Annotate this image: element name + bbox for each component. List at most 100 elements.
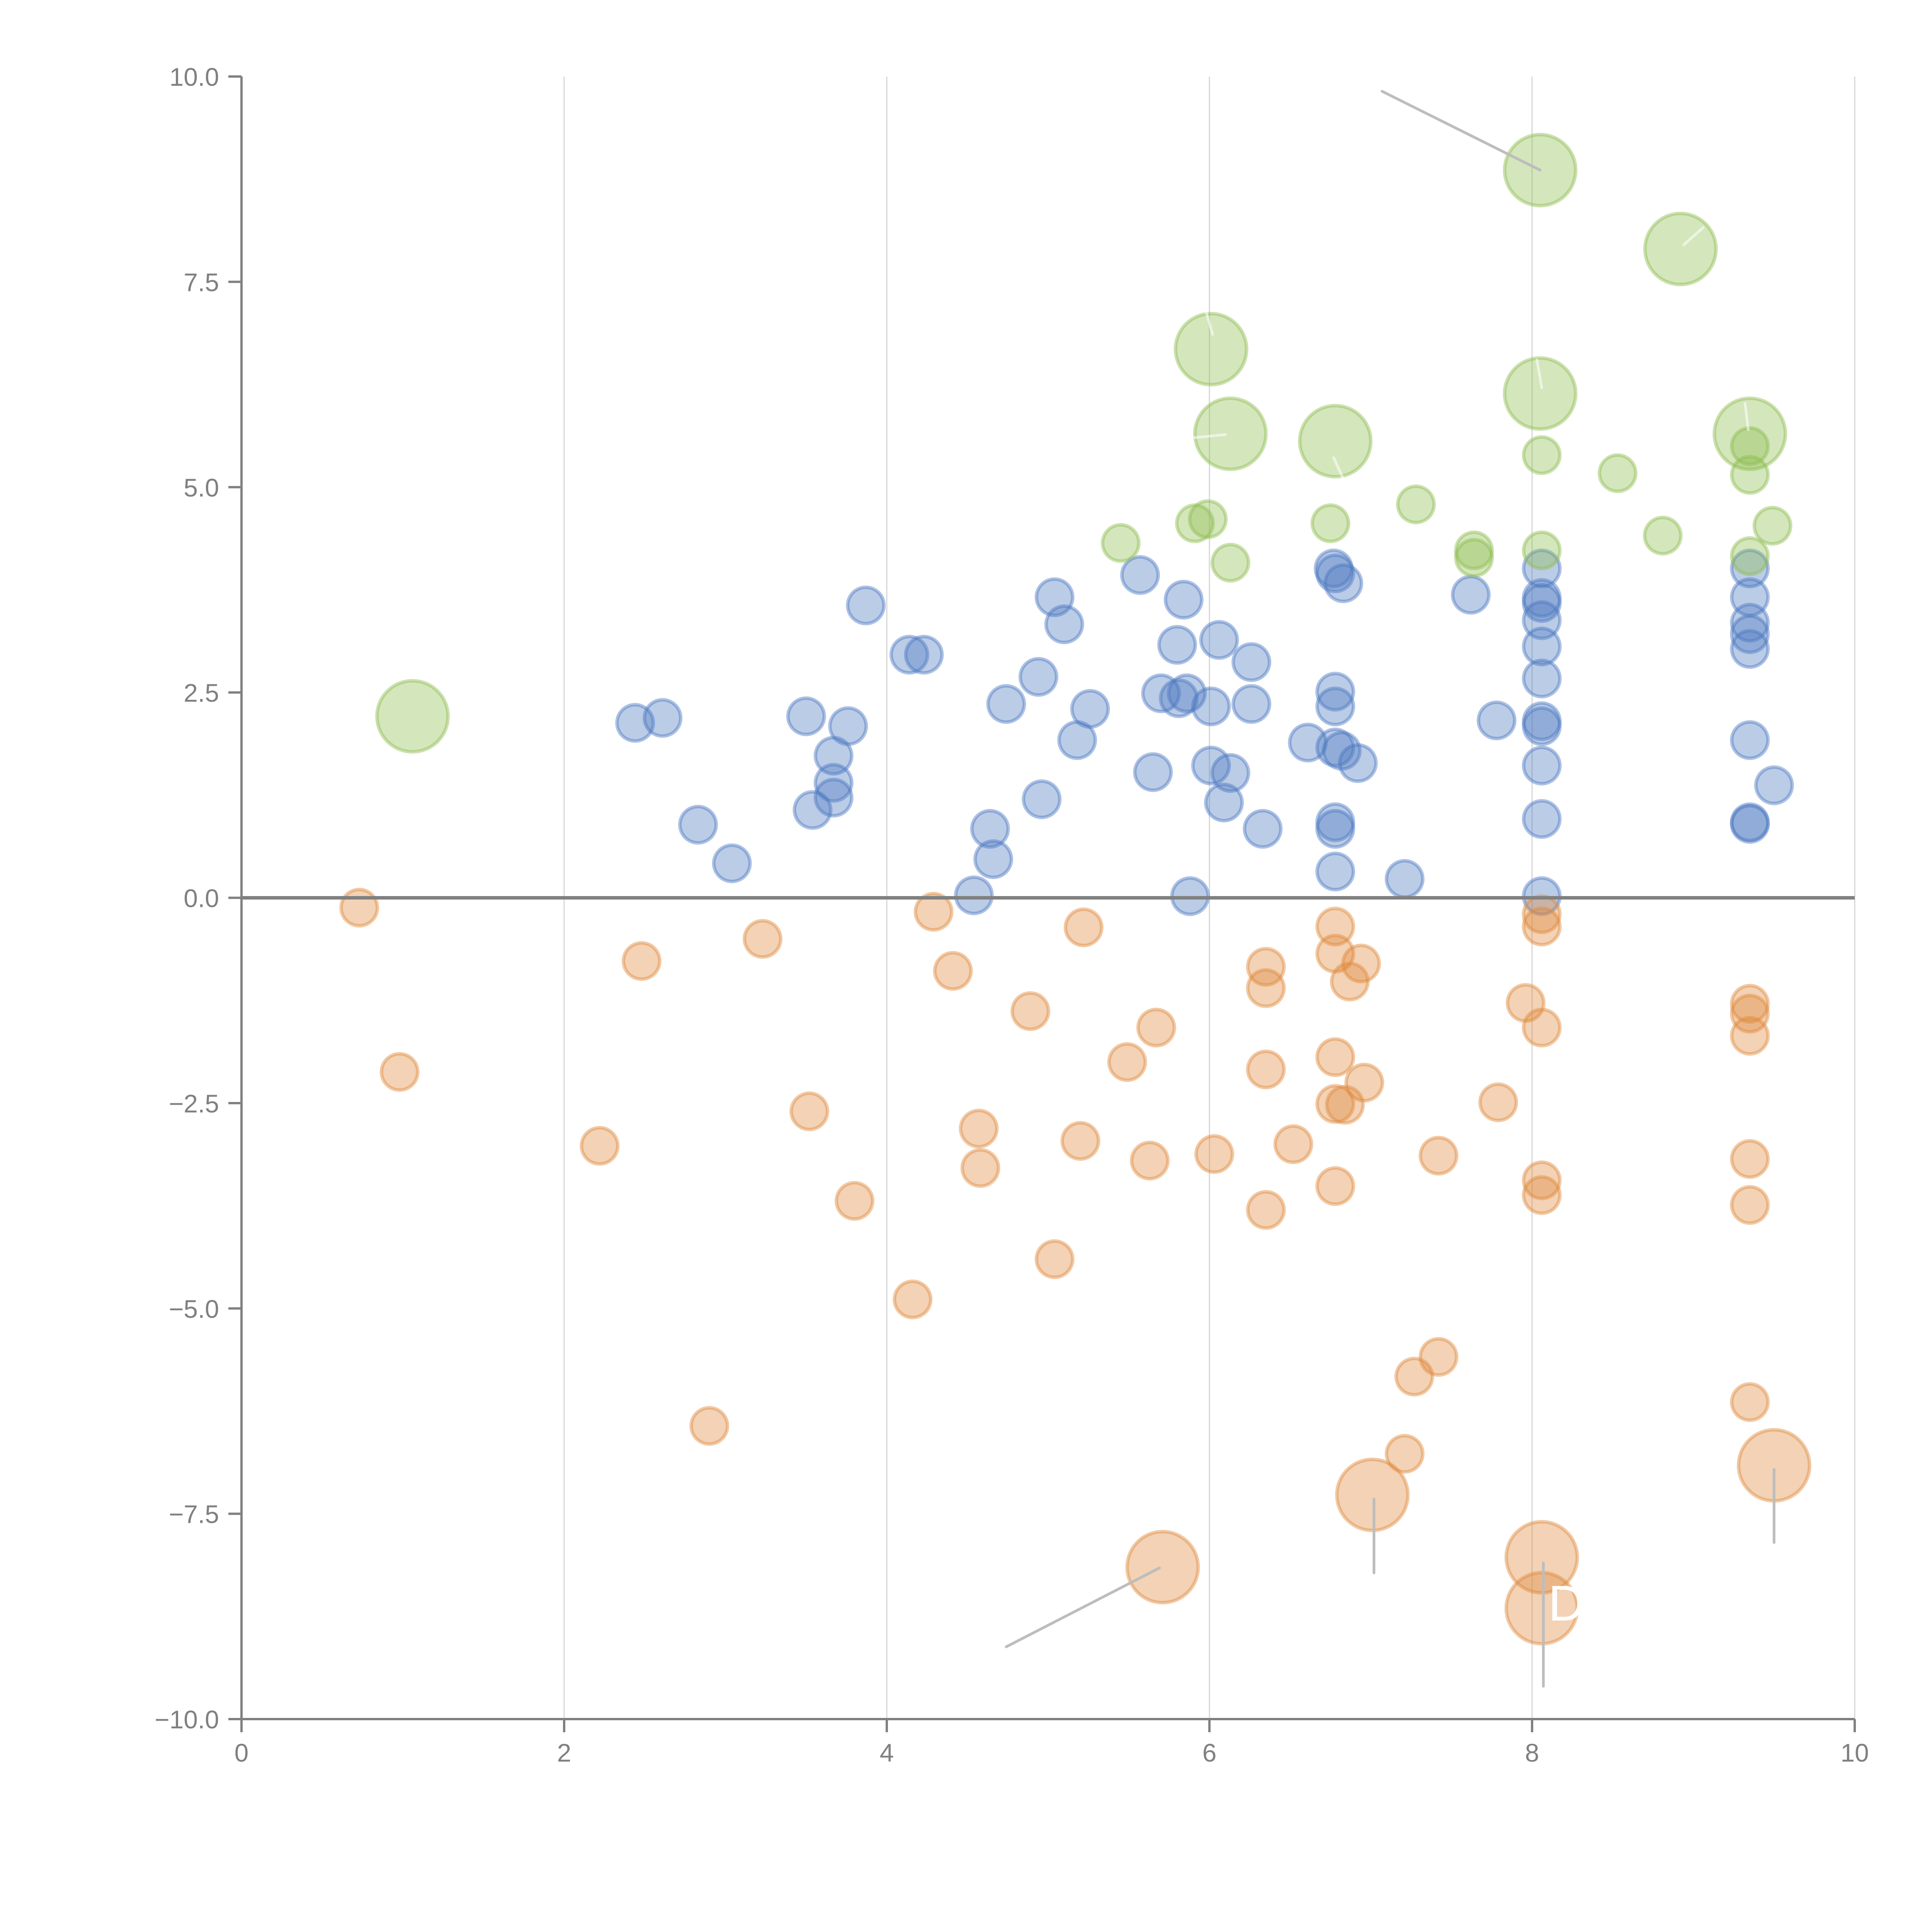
bubble-orange[interactable] [689, 1406, 730, 1446]
bubble-orange[interactable] [960, 1148, 1000, 1188]
bubble-blue[interactable] [1141, 673, 1181, 713]
bubble-blue[interactable] [813, 763, 854, 803]
bubble-green[interactable] [1396, 484, 1436, 524]
bubble-blue[interactable] [1522, 600, 1562, 640]
bubble-orange[interactable] [1315, 1084, 1355, 1124]
bubble-blue[interactable] [615, 703, 655, 743]
bubble-green[interactable] [1643, 515, 1683, 556]
bubble-orange[interactable] [743, 919, 783, 959]
bubble-blue[interactable] [973, 839, 1014, 879]
bubble-blue[interactable] [1313, 548, 1354, 588]
bubble-orange[interactable] [1341, 944, 1381, 984]
bubble-orange[interactable] [1730, 1382, 1770, 1422]
bubble-orange[interactable] [1107, 1042, 1147, 1082]
bubble-orange[interactable] [379, 1052, 420, 1092]
bubble-orange[interactable] [1246, 968, 1286, 1008]
bubble-green[interactable] [1173, 312, 1248, 387]
bubble-green[interactable] [1522, 435, 1562, 475]
bubble-orange[interactable] [893, 1279, 933, 1320]
bubble-orange[interactable] [1194, 1134, 1235, 1174]
bubble-green[interactable] [1522, 530, 1562, 570]
bubble-blue[interactable] [1730, 614, 1770, 654]
bubble-blue[interactable] [1315, 809, 1355, 849]
bubble-orange[interactable] [1522, 1175, 1562, 1215]
bubble-orange[interactable] [1273, 1124, 1313, 1164]
bubble-orange[interactable] [1315, 934, 1355, 974]
bubble-orange[interactable] [1522, 1160, 1562, 1201]
bubble-orange[interactable] [1315, 906, 1355, 947]
bubble-green[interactable] [1752, 506, 1793, 546]
bubble-blue[interactable] [1338, 743, 1378, 783]
bubble-orange[interactable] [339, 888, 379, 928]
bubble-blue[interactable] [904, 634, 944, 675]
bubble-blue[interactable] [1315, 672, 1355, 712]
bubble-orange[interactable] [1315, 1166, 1355, 1206]
bubble-orange[interactable] [1034, 1239, 1075, 1279]
bubble-blue[interactable] [1522, 548, 1562, 588]
bubble-blue[interactable] [678, 804, 718, 845]
bubble-orange[interactable] [580, 1126, 620, 1166]
bubble-orange[interactable] [1418, 1136, 1459, 1176]
bubble-blue[interactable] [1522, 583, 1562, 623]
bubble-blue[interactable] [1133, 752, 1173, 792]
bubble-orange[interactable] [835, 1181, 874, 1221]
bubble-orange[interactable] [1504, 1520, 1579, 1595]
bubble-blue[interactable] [1321, 731, 1362, 771]
bubble-orange[interactable] [959, 1109, 999, 1149]
bubble-green[interactable] [1298, 404, 1373, 479]
bubble-blue[interactable] [1204, 782, 1244, 823]
bubble-blue[interactable] [1730, 548, 1770, 588]
bubble-orange[interactable] [1136, 1007, 1176, 1048]
bubble-blue[interactable] [1070, 689, 1110, 729]
bubble-blue[interactable] [1163, 580, 1204, 620]
bubble-green[interactable] [1100, 523, 1141, 563]
bubble-orange[interactable] [1335, 1458, 1410, 1532]
bubble-green[interactable] [1713, 396, 1787, 471]
bubble-blue[interactable] [813, 777, 854, 818]
bubble-orange[interactable] [1246, 947, 1286, 987]
bubble-blue[interactable] [1231, 684, 1272, 724]
bubble-blue[interactable] [986, 684, 1026, 724]
bubble-green[interactable] [1175, 503, 1215, 543]
bubble-blue[interactable] [1191, 745, 1231, 786]
bubble-blue[interactable] [846, 585, 886, 626]
bubble-blue[interactable] [1057, 720, 1097, 760]
bubble-orange[interactable] [1394, 1357, 1434, 1397]
bubble-blue[interactable] [1315, 802, 1355, 842]
bubble-blue[interactable] [1384, 859, 1425, 899]
bubble-blue[interactable] [1288, 723, 1328, 763]
bubble-blue[interactable] [1243, 809, 1283, 849]
bubble-blue[interactable] [1231, 642, 1272, 682]
bubble-blue[interactable] [813, 736, 854, 776]
bubble-blue[interactable] [1522, 658, 1562, 699]
bubble-blue[interactable] [1315, 728, 1355, 768]
bubble-green[interactable] [1643, 211, 1718, 286]
bubble-green[interactable] [1454, 538, 1494, 578]
bubble-blue[interactable] [1522, 706, 1562, 746]
bubble-blue[interactable] [1199, 620, 1239, 660]
bubble-blue[interactable] [1315, 553, 1355, 594]
bubble-orange[interactable] [1730, 1185, 1770, 1225]
bubble-orange[interactable] [789, 1091, 830, 1131]
bubble-green[interactable] [1730, 455, 1770, 495]
bubble-blue[interactable] [970, 809, 1010, 849]
bubble-blue[interactable] [1730, 802, 1770, 842]
bubble-blue[interactable] [1754, 765, 1794, 805]
bubble-green[interactable] [1193, 396, 1268, 471]
bubble-green[interactable] [1454, 530, 1494, 570]
bubble-orange[interactable] [913, 892, 954, 932]
bubble-blue[interactable] [1522, 578, 1562, 618]
bubble-green[interactable] [375, 679, 450, 754]
bubble-orange[interactable] [1330, 961, 1370, 1002]
bubble-green[interactable] [1730, 536, 1770, 576]
bubble-blue[interactable] [1522, 799, 1562, 839]
bubble-orange[interactable] [1730, 1139, 1770, 1179]
bubble-blue[interactable] [1730, 577, 1770, 617]
bubble-blue[interactable] [1044, 604, 1084, 645]
bubble-orange[interactable] [1344, 1063, 1384, 1103]
bubble-orange[interactable] [1325, 1085, 1365, 1125]
bubble-orange[interactable] [1418, 1337, 1459, 1377]
bubble-orange[interactable] [1063, 907, 1104, 947]
bubble-orange[interactable] [1522, 1007, 1562, 1048]
bubble-orange[interactable] [1010, 991, 1051, 1031]
